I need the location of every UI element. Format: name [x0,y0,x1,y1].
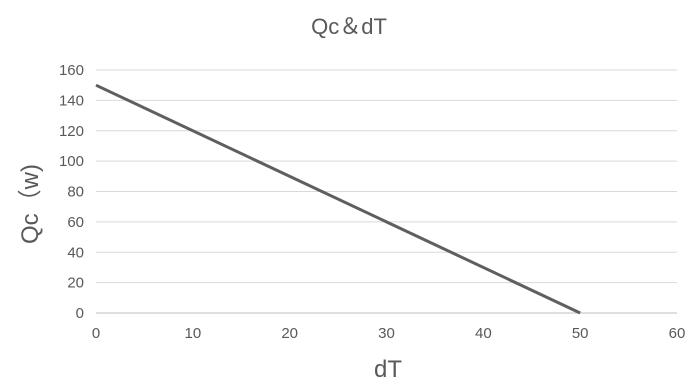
y-tick-label: 160 [59,62,84,79]
y-tick-label: 80 [67,184,84,201]
y-tick-label: 40 [67,244,84,261]
series-line [95,83,581,315]
y-tick-label: 60 [67,214,84,231]
x-tick-label: 50 [572,325,589,342]
chart-title: Qc＆dT [311,14,387,39]
series-layer [95,83,581,315]
y-axis-label: Qc（w) [17,164,44,244]
y-tick-label: 100 [59,153,84,170]
x-tick-label: 10 [184,325,201,342]
y-tick-label: 0 [76,305,84,322]
y-tick-label: 20 [67,275,84,292]
y-tick-label: 140 [59,92,84,109]
x-tick-label: 40 [475,325,492,342]
x-tick-label: 0 [92,325,100,342]
x-tick-label: 60 [669,325,686,342]
gridlines [96,69,677,284]
x-tick-label: 30 [378,325,395,342]
x-axis-label: dT [374,356,402,378]
tick-labels: 0 20 40 60 80 100 120 140 160 0 10 20 30 40 50 60 [59,62,685,342]
y-tick-label: 120 [59,123,84,140]
x-tick-label: 20 [281,325,298,342]
